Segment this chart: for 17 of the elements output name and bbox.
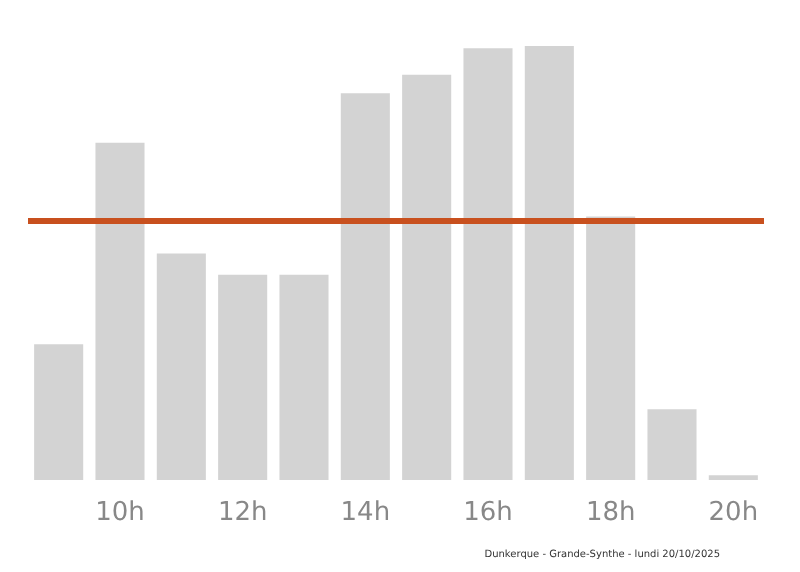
bar [647,409,697,480]
bar [34,344,84,480]
x-tick-label: 14h [340,498,391,528]
x-tick-label: 10h [95,498,145,528]
bar [463,48,513,480]
x-tick-label: 12h [217,498,268,528]
bar [156,253,206,480]
x-tick-label: 20h [708,498,759,528]
x-tick-label: 18h [585,498,636,528]
x-tick-label: 16h [463,498,513,528]
bar [402,74,452,480]
bar [586,216,636,480]
bar [279,274,329,480]
bar [95,142,145,480]
bar [524,46,574,480]
bar [340,93,390,480]
bar [218,274,268,480]
